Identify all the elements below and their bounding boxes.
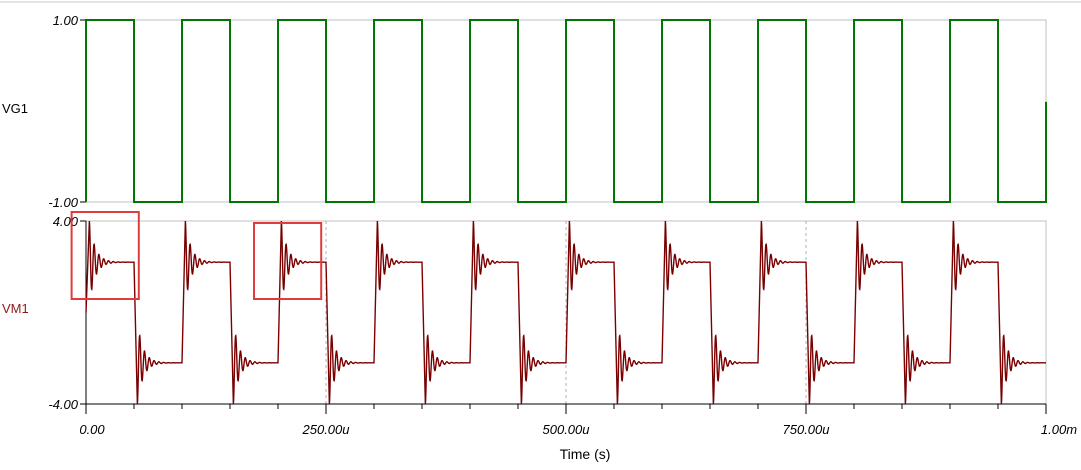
x-tick-label-2: 500.00u: [543, 422, 590, 437]
x-axis-title: Time (s): [560, 446, 611, 462]
grid-layer: [325, 221, 807, 404]
highlight-boxes: [70, 211, 323, 300]
vg1-axis-label: VG1: [2, 101, 28, 116]
vm1-ytick-label-top: 4.00: [53, 214, 79, 229]
x-tick-label-3: 750.00u: [783, 422, 830, 437]
highlight-box-1: [253, 222, 323, 300]
x-tick-label-0: 0.00: [79, 422, 105, 437]
vm1-series-line: [85, 220, 1046, 405]
highlight-box-0: [70, 211, 140, 300]
x-ticks: [85, 404, 1047, 414]
vm1-axis-label: VM1: [2, 301, 29, 316]
vg1-series-line: [85, 19, 1047, 203]
vm1-ytick-label-bottom: -4.00: [48, 397, 78, 412]
x-tick-label-1: 250.00u: [302, 422, 350, 437]
y-ticks: [80, 19, 86, 405]
vg1-ytick-label-top: 1.00: [53, 13, 79, 28]
vg1-ytick-label-bottom: -1.00: [48, 195, 78, 210]
x-tick-label-4: 1.00m: [1041, 422, 1077, 437]
